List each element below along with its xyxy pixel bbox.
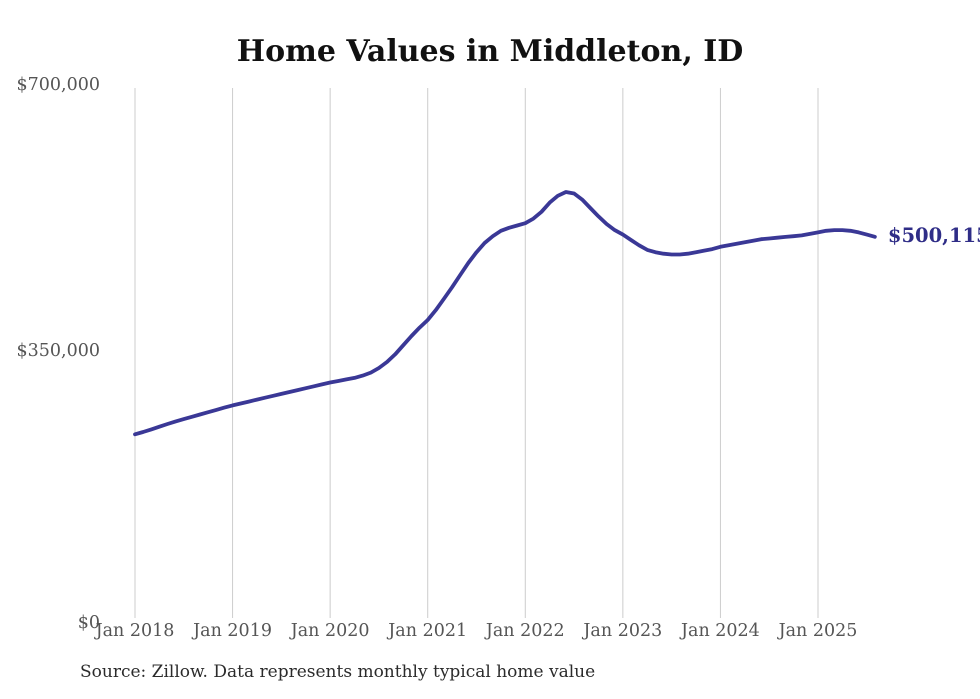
x-axis-tick-label: Jan 2024 — [681, 621, 760, 641]
chart-title: Home Values in Middleton, ID — [236, 34, 744, 69]
x-axis-tick-label: Jan 2022 — [485, 621, 565, 641]
x-axis-tick-label: Jan 2018 — [95, 621, 175, 641]
y-axis-tick-label: $0 — [77, 613, 100, 633]
source-note: Source: Zillow. Data represents monthly … — [80, 662, 596, 682]
x-axis-tick-label: Jan 2021 — [388, 621, 468, 641]
y-axis-tick-label: $700,000 — [16, 74, 100, 95]
x-axis-tick-label: Jan 2020 — [290, 621, 370, 641]
x-axis-tick-label: Jan 2023 — [583, 621, 663, 641]
home-value-line-series — [133, 190, 877, 437]
latest-value-label: $500,115 — [887, 223, 980, 247]
x-axis-tick-label: Jan 2019 — [193, 621, 272, 641]
y-axis-tick-label: $350,000 — [16, 341, 100, 362]
x-axis-tick-label: Jan 2025 — [778, 621, 858, 641]
